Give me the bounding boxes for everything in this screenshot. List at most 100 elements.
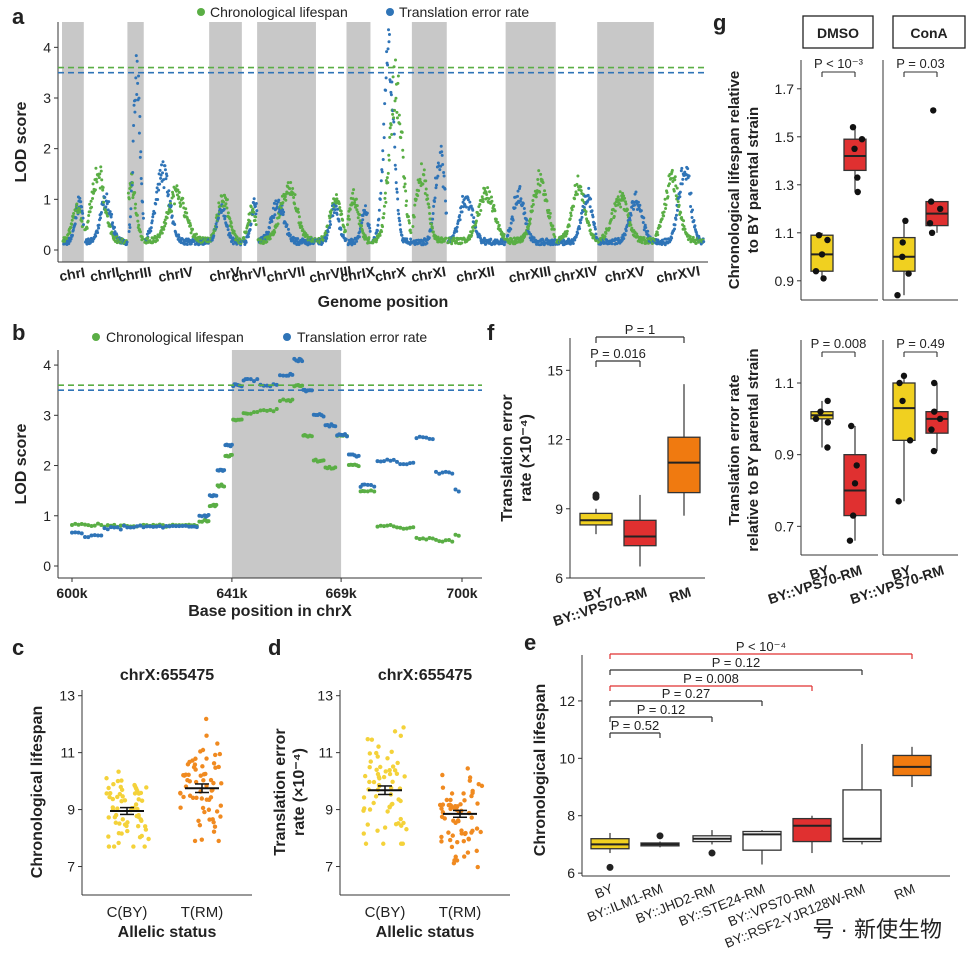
lod-point-lifespan — [91, 196, 95, 200]
lod-point-error — [639, 209, 643, 213]
y-tick-label: 13 — [317, 688, 333, 704]
lod-point-lifespan — [621, 191, 625, 195]
lod-point-lifespan — [244, 230, 248, 234]
lod-point-error — [128, 525, 133, 530]
lod-point-lifespan — [490, 209, 494, 213]
p-value-label: P = 0.49 — [896, 336, 945, 351]
lod-point-lifespan — [539, 172, 543, 176]
lod-point-lifespan — [395, 525, 399, 530]
lod-point-error — [440, 470, 445, 475]
lod-point-lifespan — [573, 197, 577, 201]
data-point — [444, 797, 450, 803]
lod-point-lifespan — [477, 212, 481, 216]
lod-point-error — [333, 208, 337, 212]
lod-point-lifespan — [665, 190, 669, 194]
lod-point-lifespan — [391, 75, 395, 79]
lod-point-lifespan — [394, 96, 398, 100]
data-point — [398, 733, 404, 739]
lod-point-error — [646, 229, 650, 233]
lod-point-lifespan — [682, 224, 686, 228]
lod-point-error — [331, 214, 335, 218]
data-point — [439, 806, 444, 811]
data-point — [818, 251, 826, 258]
data-point — [204, 783, 209, 789]
lod-point-lifespan — [480, 195, 484, 199]
data-point — [470, 788, 475, 794]
lod-point-error — [92, 533, 97, 538]
lod-point-lifespan — [625, 208, 629, 212]
lod-point-lifespan — [338, 205, 342, 209]
y-axis-title: rate (×10⁻⁴) — [518, 414, 535, 502]
data-point — [104, 791, 109, 796]
data-point — [390, 801, 395, 807]
y-tick-label: 9 — [555, 501, 563, 517]
lod-point-error — [623, 233, 627, 237]
data-point — [134, 813, 139, 819]
data-point — [110, 796, 116, 802]
data-point — [449, 791, 455, 796]
lod-point-error — [105, 527, 110, 532]
data-point — [117, 791, 123, 797]
lod-point-error — [214, 222, 218, 226]
lod-point-error — [382, 136, 386, 140]
lod-point-error — [328, 226, 332, 230]
lod-point-error — [472, 216, 476, 220]
lod-point-error — [162, 186, 166, 190]
lod-point-error — [166, 193, 170, 197]
lod-point-lifespan — [229, 452, 234, 457]
data-point — [365, 736, 370, 742]
lod-point-lifespan — [274, 407, 279, 412]
lod-point-error — [523, 211, 527, 215]
data-point — [137, 835, 143, 840]
lod-point-error — [158, 168, 162, 172]
lod-point-lifespan — [530, 209, 534, 213]
lod-point-error — [128, 225, 132, 229]
lod-point-error — [396, 208, 400, 212]
lod-point-lifespan — [414, 197, 418, 201]
lod-point-error — [73, 530, 78, 535]
lod-point-error — [79, 200, 83, 204]
lod-point-lifespan — [475, 211, 479, 215]
lod-point-error — [83, 534, 87, 539]
lod-point-lifespan — [584, 212, 588, 216]
lod-point-lifespan — [588, 228, 592, 232]
lod-point-lifespan — [354, 197, 358, 201]
lod-point-error — [228, 231, 232, 235]
data-point — [820, 275, 827, 282]
lod-point-lifespan — [673, 175, 677, 179]
lod-point-error — [267, 230, 271, 234]
lod-point-lifespan — [468, 237, 472, 241]
lod-point-error — [509, 227, 513, 231]
data-point — [474, 848, 479, 854]
lod-point-error — [384, 88, 388, 92]
lod-point-error — [386, 47, 390, 51]
data-point — [440, 802, 446, 807]
lod-point-error — [586, 193, 590, 197]
lod-point-lifespan — [276, 222, 280, 226]
p-value-label: P = 0.016 — [590, 346, 646, 361]
y-axis-title: to BY parental strain — [745, 107, 762, 253]
lod-point-lifespan — [473, 223, 477, 227]
x-axis-title: Genome position — [318, 294, 449, 311]
data-point — [367, 807, 373, 812]
lod-point-error — [97, 223, 101, 227]
data-point — [125, 820, 130, 825]
lod-point-lifespan — [130, 181, 134, 185]
y-tick-label: 8 — [567, 808, 575, 824]
lod-point-lifespan — [650, 241, 654, 245]
lod-point-lifespan — [535, 191, 539, 195]
data-point — [815, 232, 823, 239]
lod-point-error — [161, 178, 165, 182]
data-point — [394, 771, 400, 777]
lod-point-error — [161, 525, 165, 530]
lod-point-lifespan — [404, 203, 408, 207]
lod-point-error — [158, 182, 162, 186]
lod-point-error — [157, 188, 161, 192]
panel-letter-c: c — [12, 635, 24, 660]
data-point — [401, 820, 406, 826]
lod-point-error — [156, 197, 160, 201]
y-tick-label: 9 — [325, 802, 333, 818]
lod-point-lifespan — [481, 200, 485, 204]
lod-point-error — [76, 530, 81, 535]
lod-point-lifespan — [335, 197, 339, 201]
